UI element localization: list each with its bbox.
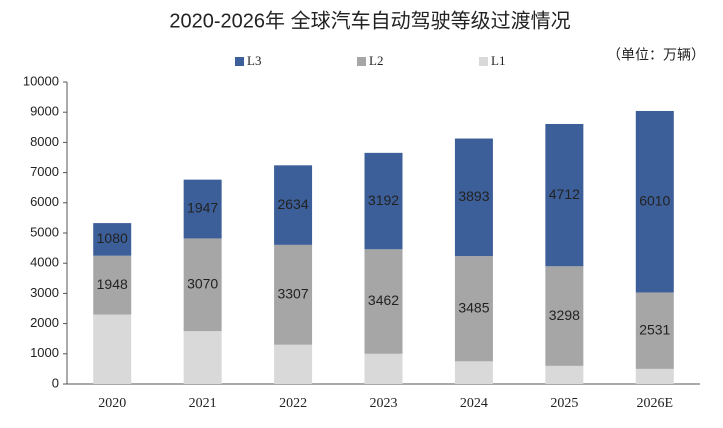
data-label: 2634 (277, 196, 308, 212)
x-tick-label: 2024 (460, 396, 488, 411)
bar-segment (635, 368, 674, 384)
data-label: 2531 (639, 321, 670, 337)
bar-segment (545, 266, 584, 366)
y-tick-label: 7000 (30, 164, 59, 179)
data-label: 3298 (549, 307, 580, 323)
y-tick-label: 0 (52, 375, 59, 390)
bar-segment (364, 152, 403, 250)
data-label: 3462 (368, 292, 399, 308)
bar-segment (183, 179, 222, 239)
bar-segment (183, 238, 222, 332)
legend-swatch (479, 57, 488, 66)
data-label: 1947 (187, 200, 218, 216)
x-tick-label: 2025 (550, 396, 578, 411)
y-tick-label: 6000 (30, 194, 59, 209)
legend-label: L3 (247, 53, 261, 68)
y-tick-label: 1000 (30, 345, 59, 360)
y-tick-label: 2000 (30, 315, 59, 330)
data-label: 1948 (97, 276, 128, 292)
legend-swatch (235, 57, 244, 66)
y-tick-label: 9000 (30, 104, 59, 119)
y-tick-label: 8000 (30, 134, 59, 149)
bar-segment (635, 110, 674, 293)
y-tick-label: 3000 (30, 285, 59, 300)
bar-segment (635, 292, 674, 369)
bar-segment (545, 123, 584, 267)
data-label: 4712 (549, 186, 580, 202)
bar-segment (93, 223, 132, 256)
bar-segment (183, 331, 222, 384)
y-tick-label: 5000 (30, 224, 59, 239)
bar-segment (93, 314, 132, 384)
chart-title: 2020-2026年 全球汽车自动驾驶等级过渡情况 (169, 9, 570, 32)
bar-segment (364, 249, 403, 354)
y-tick-label: 10000 (23, 73, 59, 88)
bar-segment (274, 244, 313, 345)
data-label: 3307 (277, 286, 308, 302)
bar-segment (454, 361, 493, 384)
data-label: 3192 (368, 192, 399, 208)
chart-subtitle: （单位：万辆） (607, 47, 705, 63)
bar-segment (364, 353, 403, 384)
data-label: 3070 (187, 275, 218, 291)
bar-segment (93, 255, 132, 315)
bar-segment (274, 165, 313, 245)
x-tick-label: 2021 (189, 396, 217, 411)
bar-segment (454, 138, 493, 257)
bar-segment (274, 344, 313, 384)
legend-label: L1 (491, 53, 505, 68)
bar-segment (454, 256, 493, 362)
legend-swatch (357, 57, 366, 66)
legend-label: L2 (369, 53, 383, 68)
bar-segment (545, 365, 584, 384)
data-label: 3893 (458, 188, 489, 204)
data-label: 6010 (639, 192, 670, 208)
x-tick-label: 2020 (98, 396, 126, 411)
x-tick-label: 2023 (370, 396, 398, 411)
x-tick-label: 2026E (637, 396, 674, 411)
y-tick-label: 4000 (30, 255, 59, 270)
data-label: 3485 (458, 299, 489, 315)
x-tick-label: 2022 (279, 396, 307, 411)
data-label: 1080 (97, 230, 128, 246)
